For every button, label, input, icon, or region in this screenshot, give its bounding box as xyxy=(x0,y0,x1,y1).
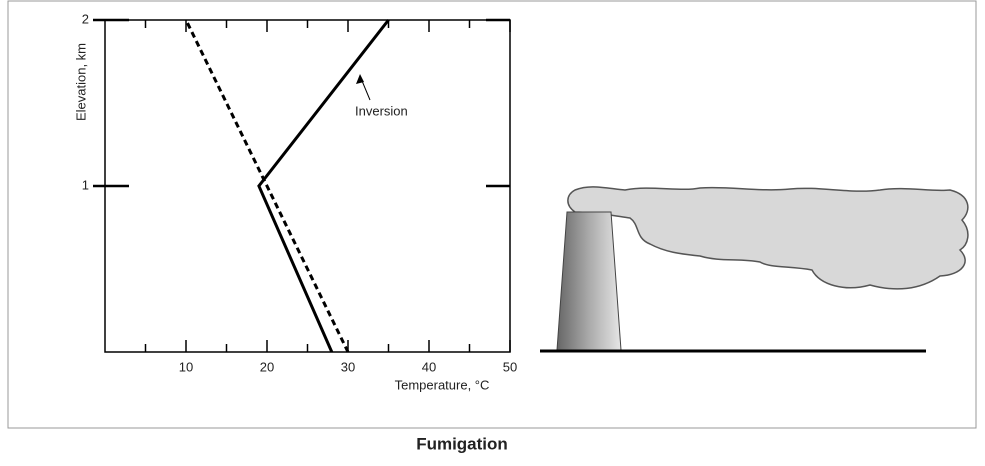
caption: Fumigation xyxy=(416,434,508,453)
y-axis-label: Elevation, km xyxy=(73,43,88,121)
y-tick-label: 1 xyxy=(82,177,89,192)
data-line xyxy=(184,19,350,353)
smoke-plume xyxy=(567,186,969,290)
annotation: Inversion xyxy=(355,103,408,118)
x-tick-label: 20 xyxy=(260,359,274,374)
plot-area xyxy=(104,19,511,353)
data-line xyxy=(257,19,390,353)
x-tick-label: 50 xyxy=(503,359,517,374)
x-axis-label: Temperature, °C xyxy=(395,377,490,392)
x-tick-label: 30 xyxy=(341,359,355,374)
y-tick-label: 2 xyxy=(82,11,89,26)
frame xyxy=(7,0,977,429)
arrow-head xyxy=(356,74,364,84)
smokestack xyxy=(556,211,622,351)
x-tick-label: 40 xyxy=(422,359,436,374)
x-tick-label: 10 xyxy=(179,359,193,374)
